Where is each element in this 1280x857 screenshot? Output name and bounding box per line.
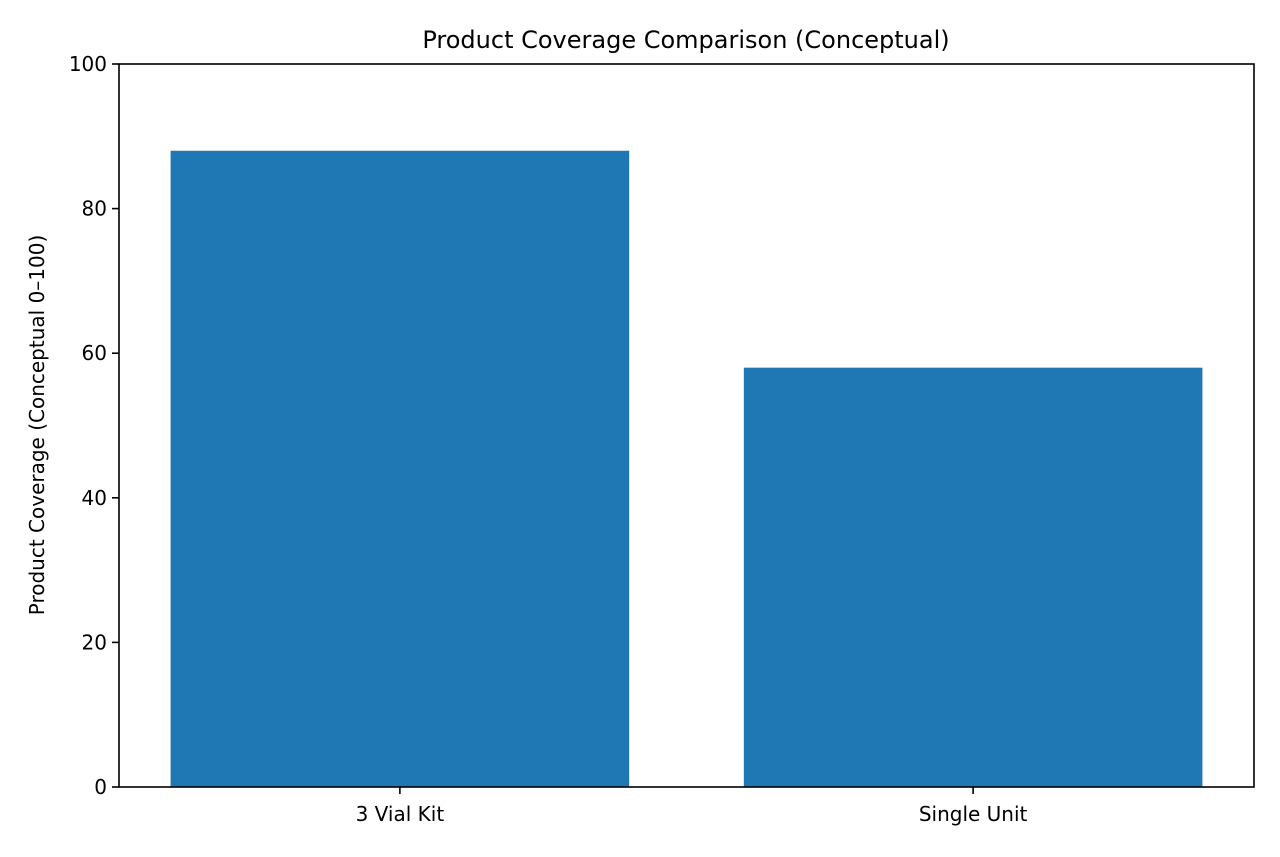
y-axis-label: Product Coverage (Conceptual 0–100) xyxy=(25,235,49,616)
y-tick-label: 0 xyxy=(94,775,107,799)
plot-frame xyxy=(118,63,1255,788)
chart-title: Product Coverage Comparison (Conceptual) xyxy=(422,26,949,54)
y-tick-label: 80 xyxy=(82,197,107,221)
y-tick-label: 60 xyxy=(82,341,107,365)
bar xyxy=(743,367,1203,787)
y-tick-label: 40 xyxy=(82,486,107,510)
y-tick-label: 20 xyxy=(82,630,107,654)
x-tick-label: 3 Vial Kit xyxy=(356,802,445,826)
bar xyxy=(170,150,630,787)
x-tick-label: Single Unit xyxy=(919,802,1028,826)
y-tick-label: 100 xyxy=(69,52,107,76)
